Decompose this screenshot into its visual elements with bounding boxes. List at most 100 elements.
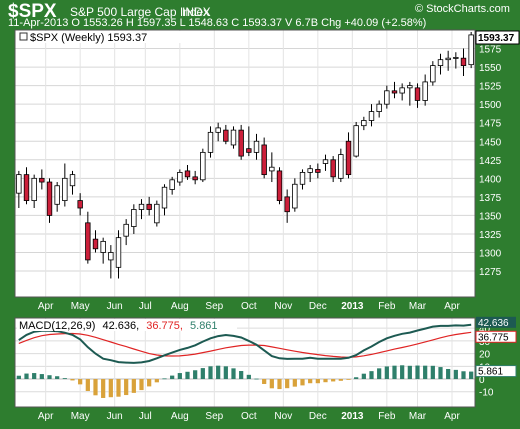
macd-hist-bar-negative — [308, 379, 313, 384]
macd-hist-bar-positive — [354, 377, 359, 380]
last-price-label: 1593.37 — [478, 33, 515, 44]
ohlc-stats-line: 11-Apr-2013 O 1553.26 H 1597.35 L 1548.6… — [8, 17, 427, 29]
candle-down — [223, 129, 229, 142]
macd-hist-bar-positive — [246, 374, 251, 380]
price-x-tick-label: Oct — [241, 301, 257, 312]
macd-plot-border — [14, 317, 476, 408]
price-y-tick-label: 1375 — [479, 193, 502, 204]
candle-up — [100, 240, 106, 253]
macd-hist-bar-negative — [124, 379, 129, 396]
macd-hist-bar-positive — [24, 373, 29, 380]
macd-hist-bar-negative — [78, 379, 83, 385]
candle-down — [192, 176, 198, 181]
macd-hist-bar-positive — [377, 368, 382, 380]
macd-x-tick-label: Jul — [139, 411, 152, 422]
macd-hist-bar-positive — [32, 373, 37, 380]
macd-panel: -10010203040 AprMayJunJulAugSepOctNovDec… — [14, 316, 517, 422]
candle-up — [154, 203, 160, 224]
price-x-tick-labels: Apr May Jun Jul Aug Sep Oct Nov Dec 2013 Feb Mar Apr — [38, 301, 461, 312]
candle-up — [292, 183, 298, 209]
candle-up — [299, 171, 306, 185]
macd-hist-bar-negative — [101, 379, 106, 398]
macd-hist-bar-positive — [407, 365, 412, 380]
price-legend-box — [17, 31, 203, 43]
price-x-tick-label: Dec — [309, 301, 327, 312]
price-y-tick-label: 1550 — [479, 63, 502, 74]
macd-x-tick-label: Mar — [409, 411, 427, 422]
price-y-tick-label: 1525 — [479, 82, 502, 93]
macd-hist-bar-positive — [62, 378, 67, 380]
macd-hist-bar-positive — [446, 368, 451, 380]
price-y-tick-label: 1325 — [479, 230, 502, 241]
macd-hist-bar-negative — [323, 379, 328, 383]
candle-up — [307, 168, 313, 173]
macd-hist-bar-positive — [453, 369, 458, 380]
macd-hist-bar-negative — [154, 379, 159, 383]
macd-hist-bar-negative — [277, 379, 282, 390]
price-legend-swatch — [19, 32, 28, 41]
macd-y-tick-label: 0 — [479, 375, 485, 386]
candle-up — [200, 151, 206, 181]
macd-hist-bar-negative — [331, 379, 336, 382]
candle-down — [276, 170, 283, 201]
price-x-tick-label: May — [71, 301, 90, 312]
price-panel: 1275 1300 1325 1350 1375 1400 1425 1450 1475 1500… — [14, 29, 520, 312]
candle-up — [422, 81, 428, 101]
price-x-tick-label: Jun — [107, 301, 123, 312]
price-y-tick-label: 1575 — [479, 45, 502, 56]
macd-hist-bar-positive — [461, 371, 466, 380]
macd-x-tick-label: 2013 — [341, 411, 364, 422]
price-y-tick-label: 1475 — [479, 119, 502, 130]
candle-down — [23, 174, 30, 201]
candle-up — [407, 85, 413, 89]
candle-up — [322, 159, 329, 164]
macd-hist-bar-positive — [239, 371, 244, 380]
price-gridlines — [15, 30, 475, 297]
macd-legend-macd-value: 42.636, — [102, 320, 139, 332]
macd-x-tick-label: Oct — [241, 411, 257, 422]
candle-up — [108, 252, 114, 261]
candle-up — [230, 129, 237, 146]
macd-y-tick-label: -10 — [479, 388, 494, 399]
candle-up — [453, 57, 459, 59]
last-hist-box — [475, 365, 517, 378]
macd-hist-bar-positive — [223, 366, 228, 380]
price-x-tick-label: Jul — [139, 301, 152, 312]
macd-hist-bar-positive — [193, 370, 198, 380]
macd-hist-bar-positive — [39, 374, 44, 380]
candle-up — [115, 237, 122, 268]
last-signal-box — [475, 330, 517, 343]
candle-up — [62, 177, 68, 201]
price-y-tick-label: 1275 — [479, 267, 502, 278]
price-x-tick-label: Feb — [378, 301, 396, 312]
macd-legend: MACD(12,26,9) 42.636, 36.775, 5.861 — [19, 320, 218, 332]
macd-hist-bar-positive — [392, 365, 397, 380]
index-name: S&P 500 Large Cap Index — [70, 5, 210, 19]
price-y-tick-labels: 1275 1300 1325 1350 1375 1400 1425 1450 1475 1500… — [479, 45, 502, 278]
candle-down — [284, 196, 290, 213]
candle-up — [16, 174, 22, 194]
macd-hist-bar-negative — [116, 379, 121, 397]
price-candles — [16, 31, 474, 279]
macd-hist-bar-negative — [285, 379, 290, 389]
macd-hist-bar-negative — [292, 379, 297, 387]
candle-up — [31, 177, 37, 201]
macd-x-tick-labels: Apr May Jun Jul Aug Sep Oct Nov Dec 2013 Feb Mar Apr — [38, 411, 461, 422]
macd-x-tick-label: May — [71, 411, 90, 422]
macd-gridlines — [15, 318, 475, 407]
last-signal-label: 36.775 — [478, 332, 509, 343]
candle-up — [131, 209, 137, 227]
macd-hist-bar-negative — [262, 379, 267, 384]
macd-legend-signal-value: 36.775, — [146, 320, 183, 332]
candle-down — [246, 148, 252, 153]
candle-up — [161, 186, 168, 209]
candle-up — [177, 171, 183, 183]
macd-hist-bar-positive — [208, 366, 213, 380]
macd-x-tick-label: Feb — [378, 411, 396, 422]
candle-down — [460, 57, 467, 67]
macd-x-tick-label: Sep — [205, 411, 223, 422]
candle-down — [39, 177, 45, 183]
macd-hist-bar-negative — [108, 379, 113, 398]
candle-down — [391, 90, 398, 94]
candle-up — [169, 179, 175, 190]
